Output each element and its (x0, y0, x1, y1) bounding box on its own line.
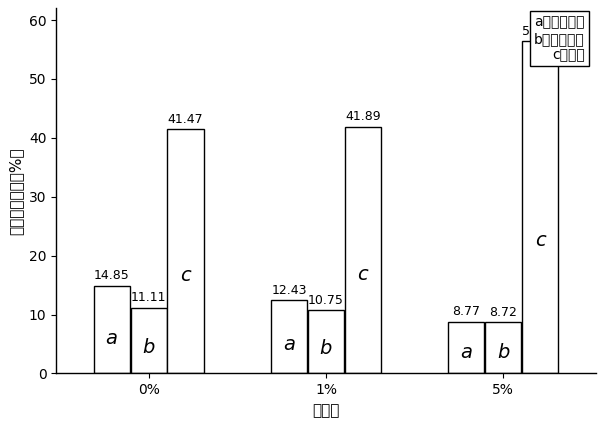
Bar (271, 300, 307, 373)
X-axis label: 添加量: 添加量 (312, 403, 339, 417)
Bar (345, 127, 381, 373)
Text: a: a (106, 329, 118, 348)
Bar (522, 41, 558, 373)
Text: a：稠环芳烃
b：苯并吶喂
c：酚类: a：稠环芳烃 b：苯并吶喂 c：酚类 (534, 16, 585, 62)
Bar (130, 308, 167, 373)
Text: 41.47: 41.47 (168, 113, 204, 126)
Text: b: b (143, 338, 155, 357)
Text: b: b (320, 339, 332, 357)
Text: 56.43: 56.43 (522, 25, 558, 37)
Text: 8.77: 8.77 (452, 305, 480, 318)
Text: c: c (535, 231, 545, 250)
Y-axis label: 峰面积百分比（%）: 峰面积百分比（%） (8, 147, 24, 235)
Text: 10.75: 10.75 (308, 294, 344, 307)
Bar (167, 129, 204, 373)
Text: c: c (358, 265, 368, 284)
Text: 12.43: 12.43 (271, 284, 307, 296)
Text: c: c (180, 266, 191, 285)
Bar (485, 322, 521, 373)
Text: b: b (497, 343, 510, 363)
Bar (448, 322, 484, 373)
Text: a: a (283, 334, 295, 354)
Text: 41.89: 41.89 (345, 110, 381, 123)
Text: a: a (460, 343, 472, 362)
Bar (308, 310, 344, 373)
Text: 11.11: 11.11 (131, 291, 166, 305)
Text: 8.72: 8.72 (489, 305, 517, 319)
Text: 14.85: 14.85 (94, 269, 129, 282)
Bar (94, 286, 130, 373)
